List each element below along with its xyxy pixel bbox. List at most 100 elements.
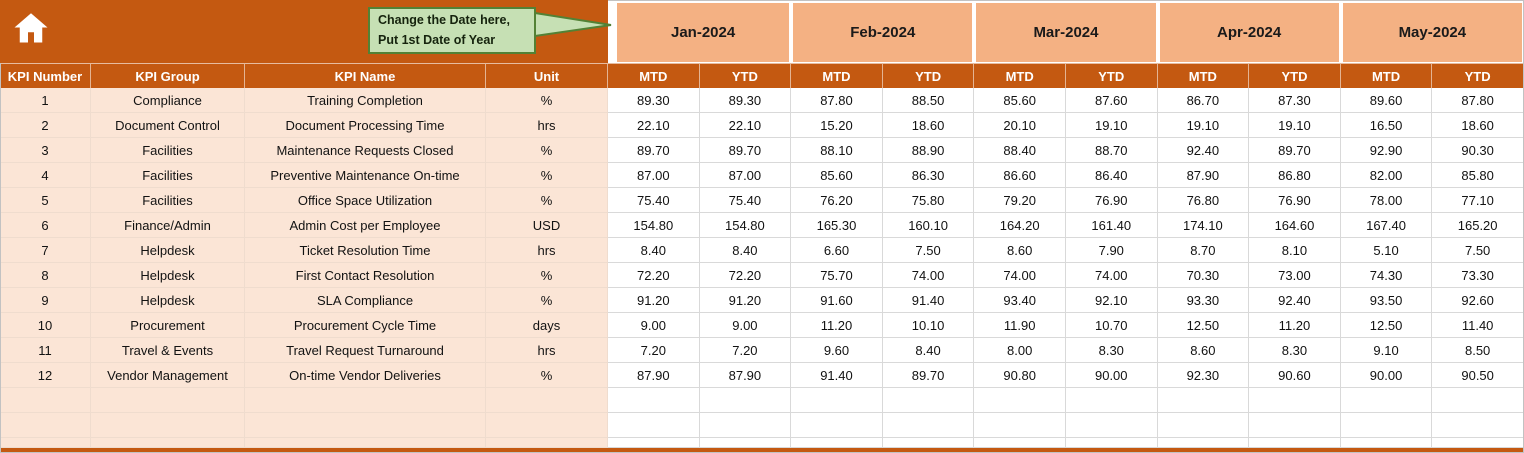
- kpi-group-cell: Travel & Events: [91, 338, 245, 363]
- month-header-apr-2024[interactable]: Apr-2024: [1159, 3, 1339, 62]
- value-cell: 75.40: [608, 188, 700, 213]
- value-cell: 76.80: [1157, 188, 1250, 213]
- value-cell: 161.40: [1065, 213, 1158, 238]
- value-cell: 92.10: [1065, 288, 1158, 313]
- empty-cell: [1432, 413, 1524, 438]
- value-cell: 8.60: [974, 238, 1066, 263]
- value-cell: 164.60: [1249, 213, 1341, 238]
- unit-cell: %: [486, 263, 608, 288]
- month-header-may-2024[interactable]: May-2024: [1342, 3, 1522, 62]
- value-cell: 74.00: [882, 263, 975, 288]
- value-cell: 89.70: [1249, 138, 1341, 163]
- kpi-name-cell: Travel Request Turnaround: [245, 338, 486, 363]
- month-header-mar-2024[interactable]: Mar-2024: [976, 3, 1156, 62]
- value-cell: 86.30: [882, 163, 975, 188]
- value-cell: 19.10: [1157, 113, 1250, 138]
- value-cell: 76.90: [1065, 188, 1158, 213]
- kpi-group-cell: Helpdesk: [91, 288, 245, 313]
- empty-cell: [974, 413, 1066, 438]
- empty-cell: [1249, 438, 1341, 448]
- value-cell: 10.70: [1065, 313, 1158, 338]
- kpi-name-cell: Procurement Cycle Time: [245, 313, 486, 338]
- value-cell: 12.50: [1157, 313, 1250, 338]
- value-cell: 167.40: [1340, 213, 1433, 238]
- value-cell: 165.20: [1432, 213, 1524, 238]
- unit-cell: USD: [486, 213, 608, 238]
- value-cell: 91.60: [791, 288, 883, 313]
- kpi-name-cell: Office Space Utilization: [245, 188, 486, 213]
- value-cell: 174.10: [1157, 213, 1250, 238]
- value-cell: 87.90: [1157, 163, 1250, 188]
- kpi-number-cell: 11: [0, 338, 91, 363]
- value-cell: 8.50: [1432, 338, 1524, 363]
- col-header-ytd: YTD: [1432, 63, 1524, 88]
- value-cell: 8.40: [882, 338, 975, 363]
- value-cell: 76.20: [791, 188, 883, 213]
- value-cell: 82.00: [1340, 163, 1433, 188]
- value-cell: 18.60: [882, 113, 975, 138]
- col-header-mtd: MTD: [1157, 63, 1250, 88]
- month-header-jan-2024[interactable]: Jan-2024: [617, 3, 790, 62]
- value-cell: 92.60: [1432, 288, 1524, 313]
- empty-cell: [791, 413, 883, 438]
- kpi-group-cell: Facilities: [91, 138, 245, 163]
- kpi-number-cell: 4: [0, 163, 91, 188]
- empty-cell: [974, 388, 1066, 413]
- value-cell: 70.30: [1157, 263, 1250, 288]
- value-cell: 154.80: [699, 213, 792, 238]
- home-button[interactable]: [10, 7, 52, 47]
- empty-cell: [245, 413, 486, 438]
- value-cell: 9.00: [608, 313, 700, 338]
- value-cell: 90.80: [974, 363, 1066, 388]
- value-cell: 88.90: [882, 138, 975, 163]
- empty-cell: [245, 438, 486, 448]
- value-cell: 77.10: [1432, 188, 1524, 213]
- kpi-number-cell: 3: [0, 138, 91, 163]
- col-header-kpi-group: KPI Group: [91, 63, 245, 88]
- value-cell: 91.40: [882, 288, 975, 313]
- callout-arrow-icon: [534, 12, 612, 38]
- value-cell: 11.20: [1249, 313, 1341, 338]
- value-cell: 74.00: [974, 263, 1066, 288]
- unit-cell: %: [486, 138, 608, 163]
- empty-cell: [791, 388, 883, 413]
- col-header-mtd: MTD: [608, 63, 700, 88]
- value-cell: 88.10: [791, 138, 883, 163]
- empty-cell: [0, 413, 91, 438]
- empty-cell: [1157, 438, 1250, 448]
- value-cell: 89.60: [1340, 88, 1433, 113]
- callout-line-2: Put 1st Date of Year: [378, 32, 496, 47]
- empty-cell: [699, 388, 792, 413]
- unit-cell: %: [486, 188, 608, 213]
- month-header-feb-2024[interactable]: Feb-2024: [793, 3, 973, 62]
- value-cell: 8.70: [1157, 238, 1250, 263]
- empty-cell: [91, 438, 245, 448]
- value-cell: 86.40: [1065, 163, 1158, 188]
- col-header-ytd: YTD: [1249, 63, 1341, 88]
- value-cell: 154.80: [608, 213, 700, 238]
- kpi-number-cell: 2: [0, 113, 91, 138]
- value-cell: 18.60: [1432, 113, 1524, 138]
- empty-cell: [1157, 413, 1250, 438]
- value-cell: 91.20: [608, 288, 700, 313]
- value-cell: 9.00: [699, 313, 792, 338]
- empty-cell: [1432, 438, 1524, 448]
- empty-cell: [699, 438, 792, 448]
- value-cell: 92.90: [1340, 138, 1433, 163]
- value-cell: 93.50: [1340, 288, 1433, 313]
- value-cell: 87.90: [608, 363, 700, 388]
- col-header-mtd: MTD: [974, 63, 1066, 88]
- col-header-ytd: YTD: [699, 63, 792, 88]
- empty-cell: [1157, 388, 1250, 413]
- col-header-mtd: MTD: [1340, 63, 1433, 88]
- col-header-mtd: MTD: [791, 63, 883, 88]
- kpi-group-cell: Facilities: [91, 163, 245, 188]
- unit-cell: days: [486, 313, 608, 338]
- value-cell: 73.00: [1249, 263, 1341, 288]
- kpi-group-cell: Helpdesk: [91, 238, 245, 263]
- value-cell: 12.50: [1340, 313, 1433, 338]
- value-cell: 93.40: [974, 288, 1066, 313]
- col-header-kpi-name: KPI Name: [245, 63, 486, 88]
- value-cell: 92.30: [1157, 363, 1250, 388]
